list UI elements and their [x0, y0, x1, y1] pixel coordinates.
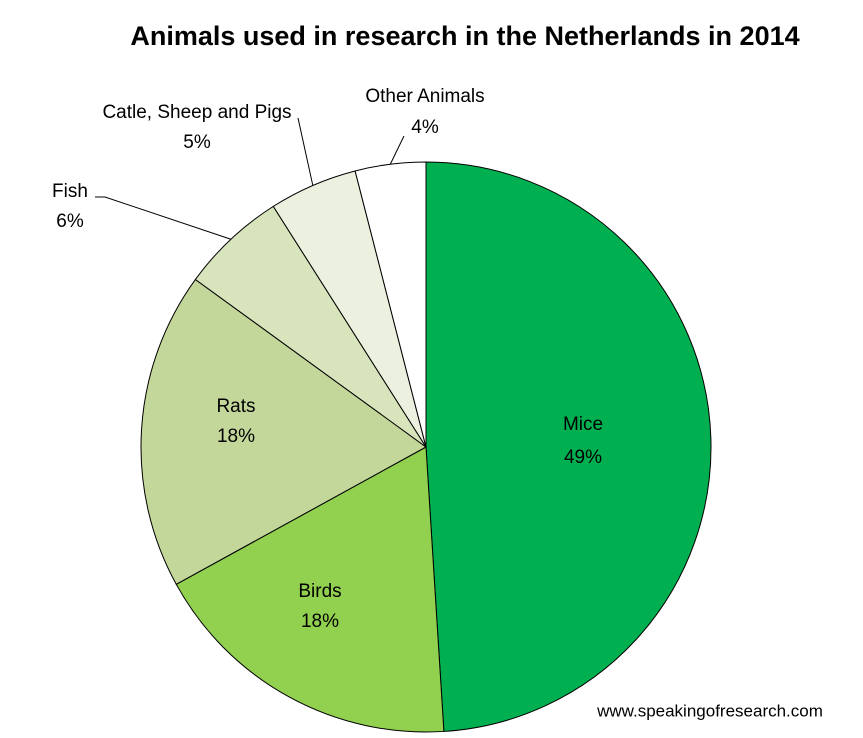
slice-value-label: 4% [411, 117, 439, 138]
slice-value-label: 18% [217, 426, 255, 447]
slice-label: Other Animals [365, 86, 484, 107]
pie-slice [175, 446, 445, 733]
pie-slice [354, 161, 427, 448]
slice-label: Catle, Sheep and Pigs [102, 102, 291, 123]
pie-slice [140, 278, 427, 585]
slice-value-label: 18% [301, 611, 339, 632]
chart-title: Animals used in research in the Netherla… [130, 21, 799, 51]
slice-label: Mice [563, 414, 603, 435]
slice-value-label: 49% [564, 447, 602, 468]
slice-label: Rats [216, 396, 255, 417]
leader-line [389, 135, 405, 165]
slice-label: Fish [52, 181, 88, 202]
slice-value-label: 6% [56, 211, 84, 232]
source: www.speakingofresearch.com [596, 701, 823, 720]
slice-value-label: 5% [183, 132, 211, 153]
slice-label: Birds [298, 581, 341, 602]
leader-line [95, 196, 232, 240]
leader-line [297, 117, 314, 186]
pie-slice [425, 161, 712, 732]
